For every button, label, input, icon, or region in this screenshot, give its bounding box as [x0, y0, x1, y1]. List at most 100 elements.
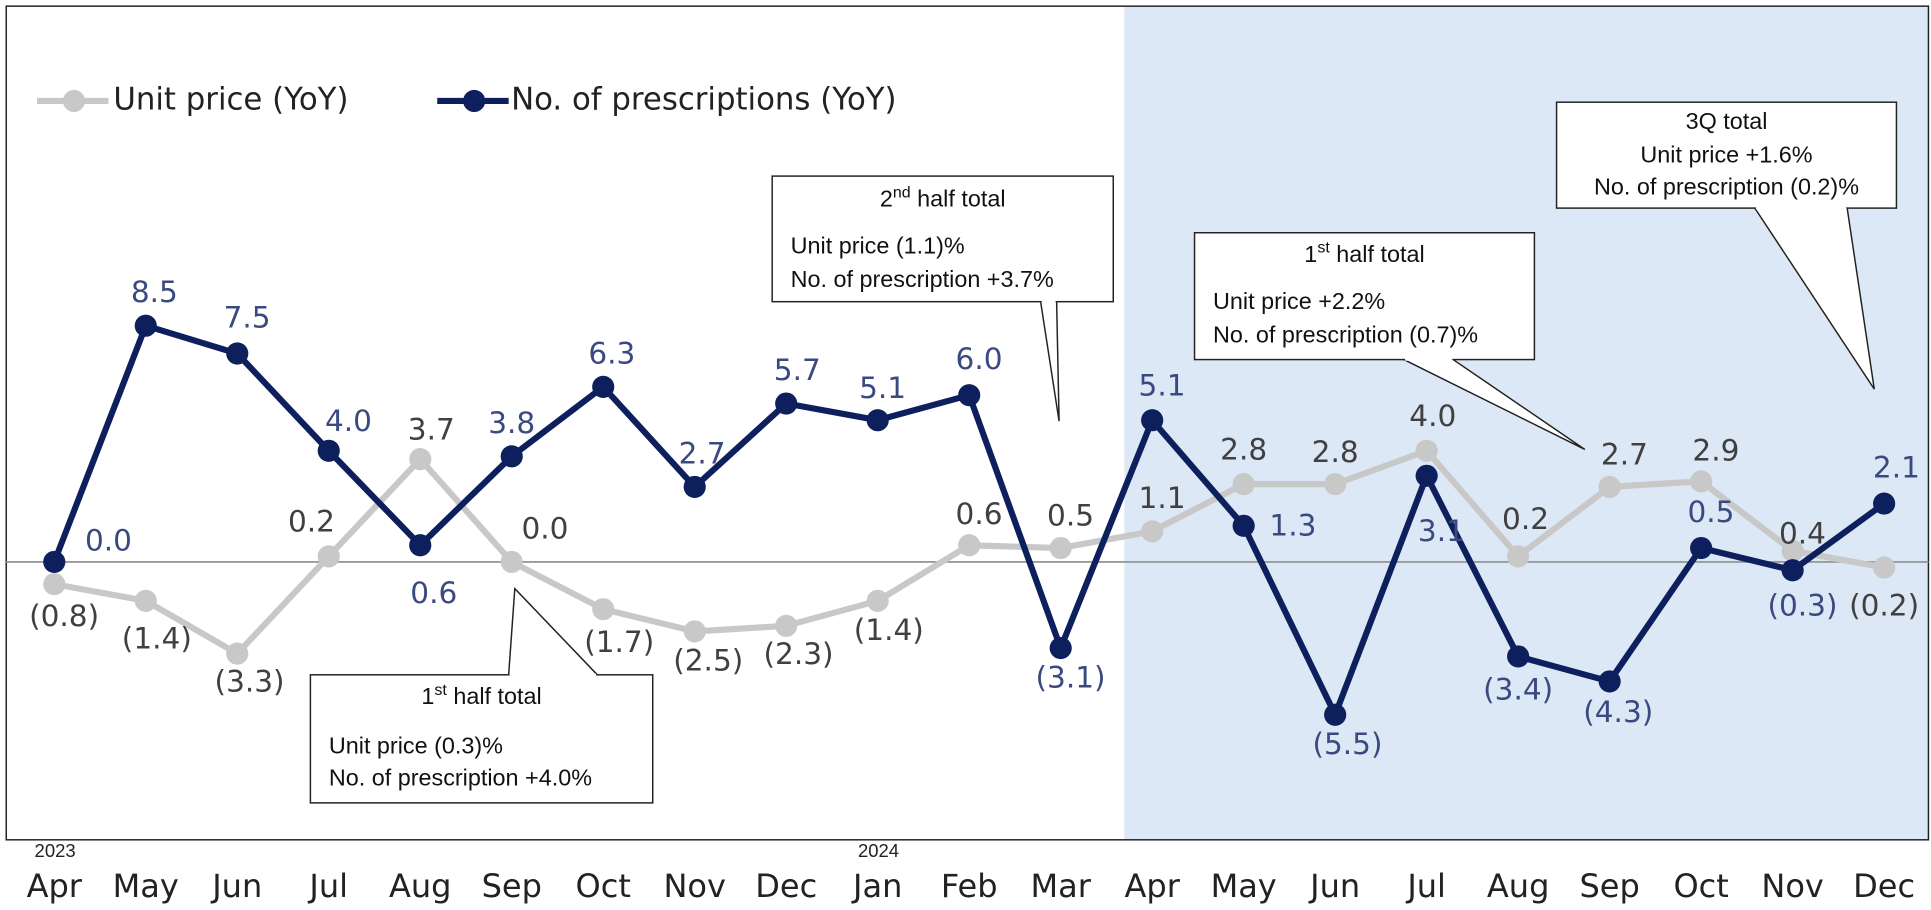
- data-point: [1232, 514, 1255, 537]
- callout-pointer: [1039, 301, 1060, 422]
- data-point: [500, 550, 523, 574]
- data-label: (0.3): [1767, 589, 1837, 623]
- data-label: 2.9: [1692, 433, 1739, 467]
- data-point: [1598, 475, 1621, 498]
- data-label: 3.7: [408, 412, 455, 446]
- data-point: [134, 589, 157, 612]
- data-point: [866, 589, 889, 612]
- data-label: 0.6: [410, 576, 457, 610]
- data-label: 0.0: [85, 524, 132, 558]
- data-label: 2.7: [1601, 438, 1648, 472]
- data-label: 5.7: [774, 353, 821, 387]
- x-tick-label: Aug: [389, 867, 451, 905]
- data-point: [226, 342, 249, 365]
- x-tick-label: Feb: [941, 867, 998, 905]
- data-label: 4.0: [325, 404, 372, 438]
- callout-line: Unit price (1.1)%: [791, 233, 965, 259]
- x-tick-label: Jul: [1405, 867, 1446, 905]
- data-label: 6.3: [588, 336, 635, 370]
- callout-line: No. of prescription (0.7)%: [1213, 321, 1478, 347]
- data-point: [775, 392, 798, 415]
- callout-title-part: st: [434, 682, 447, 699]
- x-tick-label: May: [113, 867, 179, 905]
- data-point: [226, 642, 249, 665]
- data-label: 5.1: [1139, 368, 1186, 402]
- x-tick-label: Oct: [1673, 867, 1728, 905]
- data-point: [592, 375, 615, 398]
- data-point: [1141, 409, 1164, 432]
- callout-line: No. of prescription +4.0%: [329, 765, 592, 791]
- data-point: [1690, 536, 1713, 560]
- x-tick-label: Jun: [1308, 867, 1360, 905]
- data-point: [317, 545, 340, 568]
- callout-title: 2nd half total: [880, 185, 1006, 212]
- data-point: [958, 384, 981, 407]
- data-label: (1.4): [122, 622, 192, 656]
- callout-title: 1st half total: [421, 682, 541, 709]
- data-point: [134, 314, 157, 337]
- data-label: 0.0: [521, 511, 568, 545]
- data-point: [43, 573, 66, 596]
- callout-title-part: 1: [1304, 241, 1317, 267]
- data-point: [1507, 545, 1530, 568]
- x-tick-label: Apr: [27, 867, 83, 905]
- data-label: (2.3): [763, 637, 833, 671]
- year-label: 2023: [35, 840, 76, 861]
- callout-title-part: 2: [880, 186, 893, 212]
- data-label: 3.8: [488, 406, 535, 440]
- callout-line: No. of prescription +3.7%: [791, 266, 1054, 292]
- data-point: [1781, 539, 1804, 562]
- data-point: [43, 550, 66, 574]
- callout-box: [771, 175, 1115, 303]
- callout-line: Unit price +1.6%: [1640, 142, 1812, 168]
- callout-pointer: [1754, 207, 1875, 390]
- data-label: 2.1: [1873, 451, 1920, 485]
- legend-label: Unit price (YoY): [113, 81, 348, 117]
- callout-title-part: half total: [911, 186, 1006, 212]
- data-point: [1415, 439, 1438, 462]
- data-point: [317, 439, 340, 462]
- data-point: [1232, 473, 1255, 496]
- callout-box: [1193, 231, 1536, 361]
- callout-box: [309, 674, 654, 804]
- data-label: 1.1: [1139, 481, 1186, 515]
- plot-frame: [5, 5, 1930, 841]
- x-tick-label: Dec: [1853, 867, 1915, 905]
- x-tick-label: May: [1211, 867, 1277, 905]
- callout-pointer: [1403, 358, 1586, 451]
- legend-label: No. of prescriptions (YoY): [511, 81, 896, 117]
- x-tick-label: Apr: [1124, 867, 1180, 905]
- callout-title-part: 3Q total: [1686, 108, 1768, 134]
- data-point: [683, 475, 706, 498]
- data-label: 0.2: [288, 505, 335, 539]
- year-label: 2024: [858, 840, 899, 861]
- data-label: 0.5: [1687, 495, 1734, 529]
- data-point: [1324, 703, 1347, 726]
- x-tick-label: Sep: [482, 867, 542, 905]
- callout-title: 3Q total: [1686, 108, 1768, 134]
- data-label: 0.2: [1502, 502, 1549, 536]
- data-point: [683, 620, 706, 643]
- x-tick-label: Nov: [663, 867, 725, 905]
- data-point: [1324, 473, 1347, 496]
- callout-title-part: half total: [447, 683, 542, 709]
- x-tick-label: Nov: [1761, 867, 1823, 905]
- data-point: [1141, 520, 1164, 543]
- data-label: 7.5: [224, 301, 271, 335]
- data-label: 0.5: [1047, 499, 1094, 533]
- data-label: 3.1: [1418, 514, 1465, 548]
- data-label: 2.8: [1312, 435, 1359, 469]
- x-tick-label: Mar: [1030, 867, 1091, 905]
- data-point: [1598, 670, 1621, 693]
- callout-line: Unit price +2.2%: [1213, 288, 1385, 314]
- callout-title-part: 1: [421, 683, 434, 709]
- data-point: [1415, 464, 1438, 487]
- data-label: 0.4: [1779, 516, 1826, 550]
- data-point: [1049, 636, 1072, 660]
- data-label: 0.6: [956, 497, 1003, 531]
- callout-title-part: half total: [1330, 241, 1425, 267]
- data-point: [1873, 556, 1896, 579]
- data-label: (1.7): [584, 625, 654, 659]
- x-tick-label: Sep: [1579, 867, 1639, 905]
